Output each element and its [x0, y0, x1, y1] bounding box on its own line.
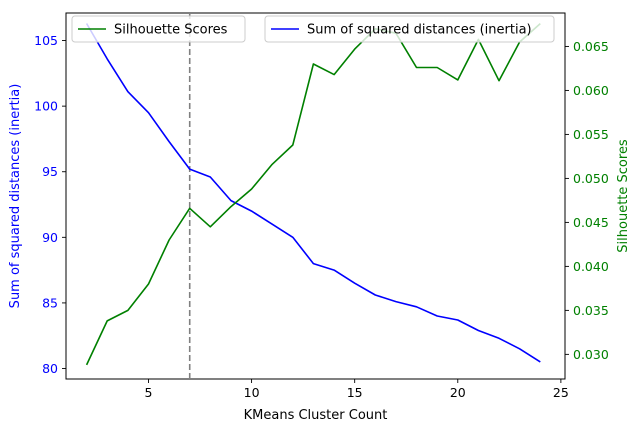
right-tick-label: 0.065	[573, 39, 609, 54]
legend-box	[264, 15, 555, 43]
right-axis-label: Silhouette Scores	[616, 139, 631, 253]
left-axis-label: Sum of squared distances (inertia)	[8, 84, 23, 309]
right-tick-label: 0.060	[573, 83, 609, 98]
x-axis-label: KMeans Cluster Count	[244, 408, 388, 423]
x-tick-label: 5	[145, 385, 153, 400]
plot-area	[65, 12, 566, 380]
right-y-axis: 0.030 0.035 0.040 0.045 0.050 0.055 0.060 0.065	[565, 39, 609, 362]
left-y-axis: 80 85 90 95 100 105	[34, 33, 66, 376]
right-tick-label: 0.030	[573, 347, 609, 362]
right-tick-label: 0.035	[573, 303, 609, 318]
x-tick-label: 25	[553, 385, 569, 400]
x-tick-label: 15	[347, 385, 363, 400]
right-tick-label: 0.040	[573, 259, 609, 274]
legend-silhouette: Silhouette Scores	[71, 15, 246, 43]
legend-inertia: Sum of squared distances (inertia)	[264, 15, 555, 43]
left-tick-label: 90	[42, 230, 58, 245]
left-tick-label: 85	[42, 295, 58, 310]
x-tick-label: 10	[244, 385, 260, 400]
x-tick-label: 20	[450, 385, 466, 400]
left-tick-label: 95	[42, 164, 58, 179]
legend-label: Sum of squared distances (inertia)	[307, 23, 532, 38]
series-layer	[85, 23, 541, 366]
left-tick-label: 100	[34, 99, 58, 114]
right-tick-label: 0.045	[573, 215, 609, 230]
left-tick-label: 105	[34, 33, 58, 48]
legend-box	[71, 15, 246, 43]
series-line-silhouette	[85, 23, 541, 366]
plot-frame	[65, 12, 566, 380]
left-tick-label: 80	[42, 361, 58, 376]
x-axis: 5 10 15 20 25	[145, 379, 569, 400]
right-tick-label: 0.050	[573, 171, 609, 186]
right-tick-label: 0.055	[573, 127, 609, 142]
series-line-inertia	[85, 23, 541, 363]
legend-label: Silhouette Scores	[114, 23, 228, 38]
